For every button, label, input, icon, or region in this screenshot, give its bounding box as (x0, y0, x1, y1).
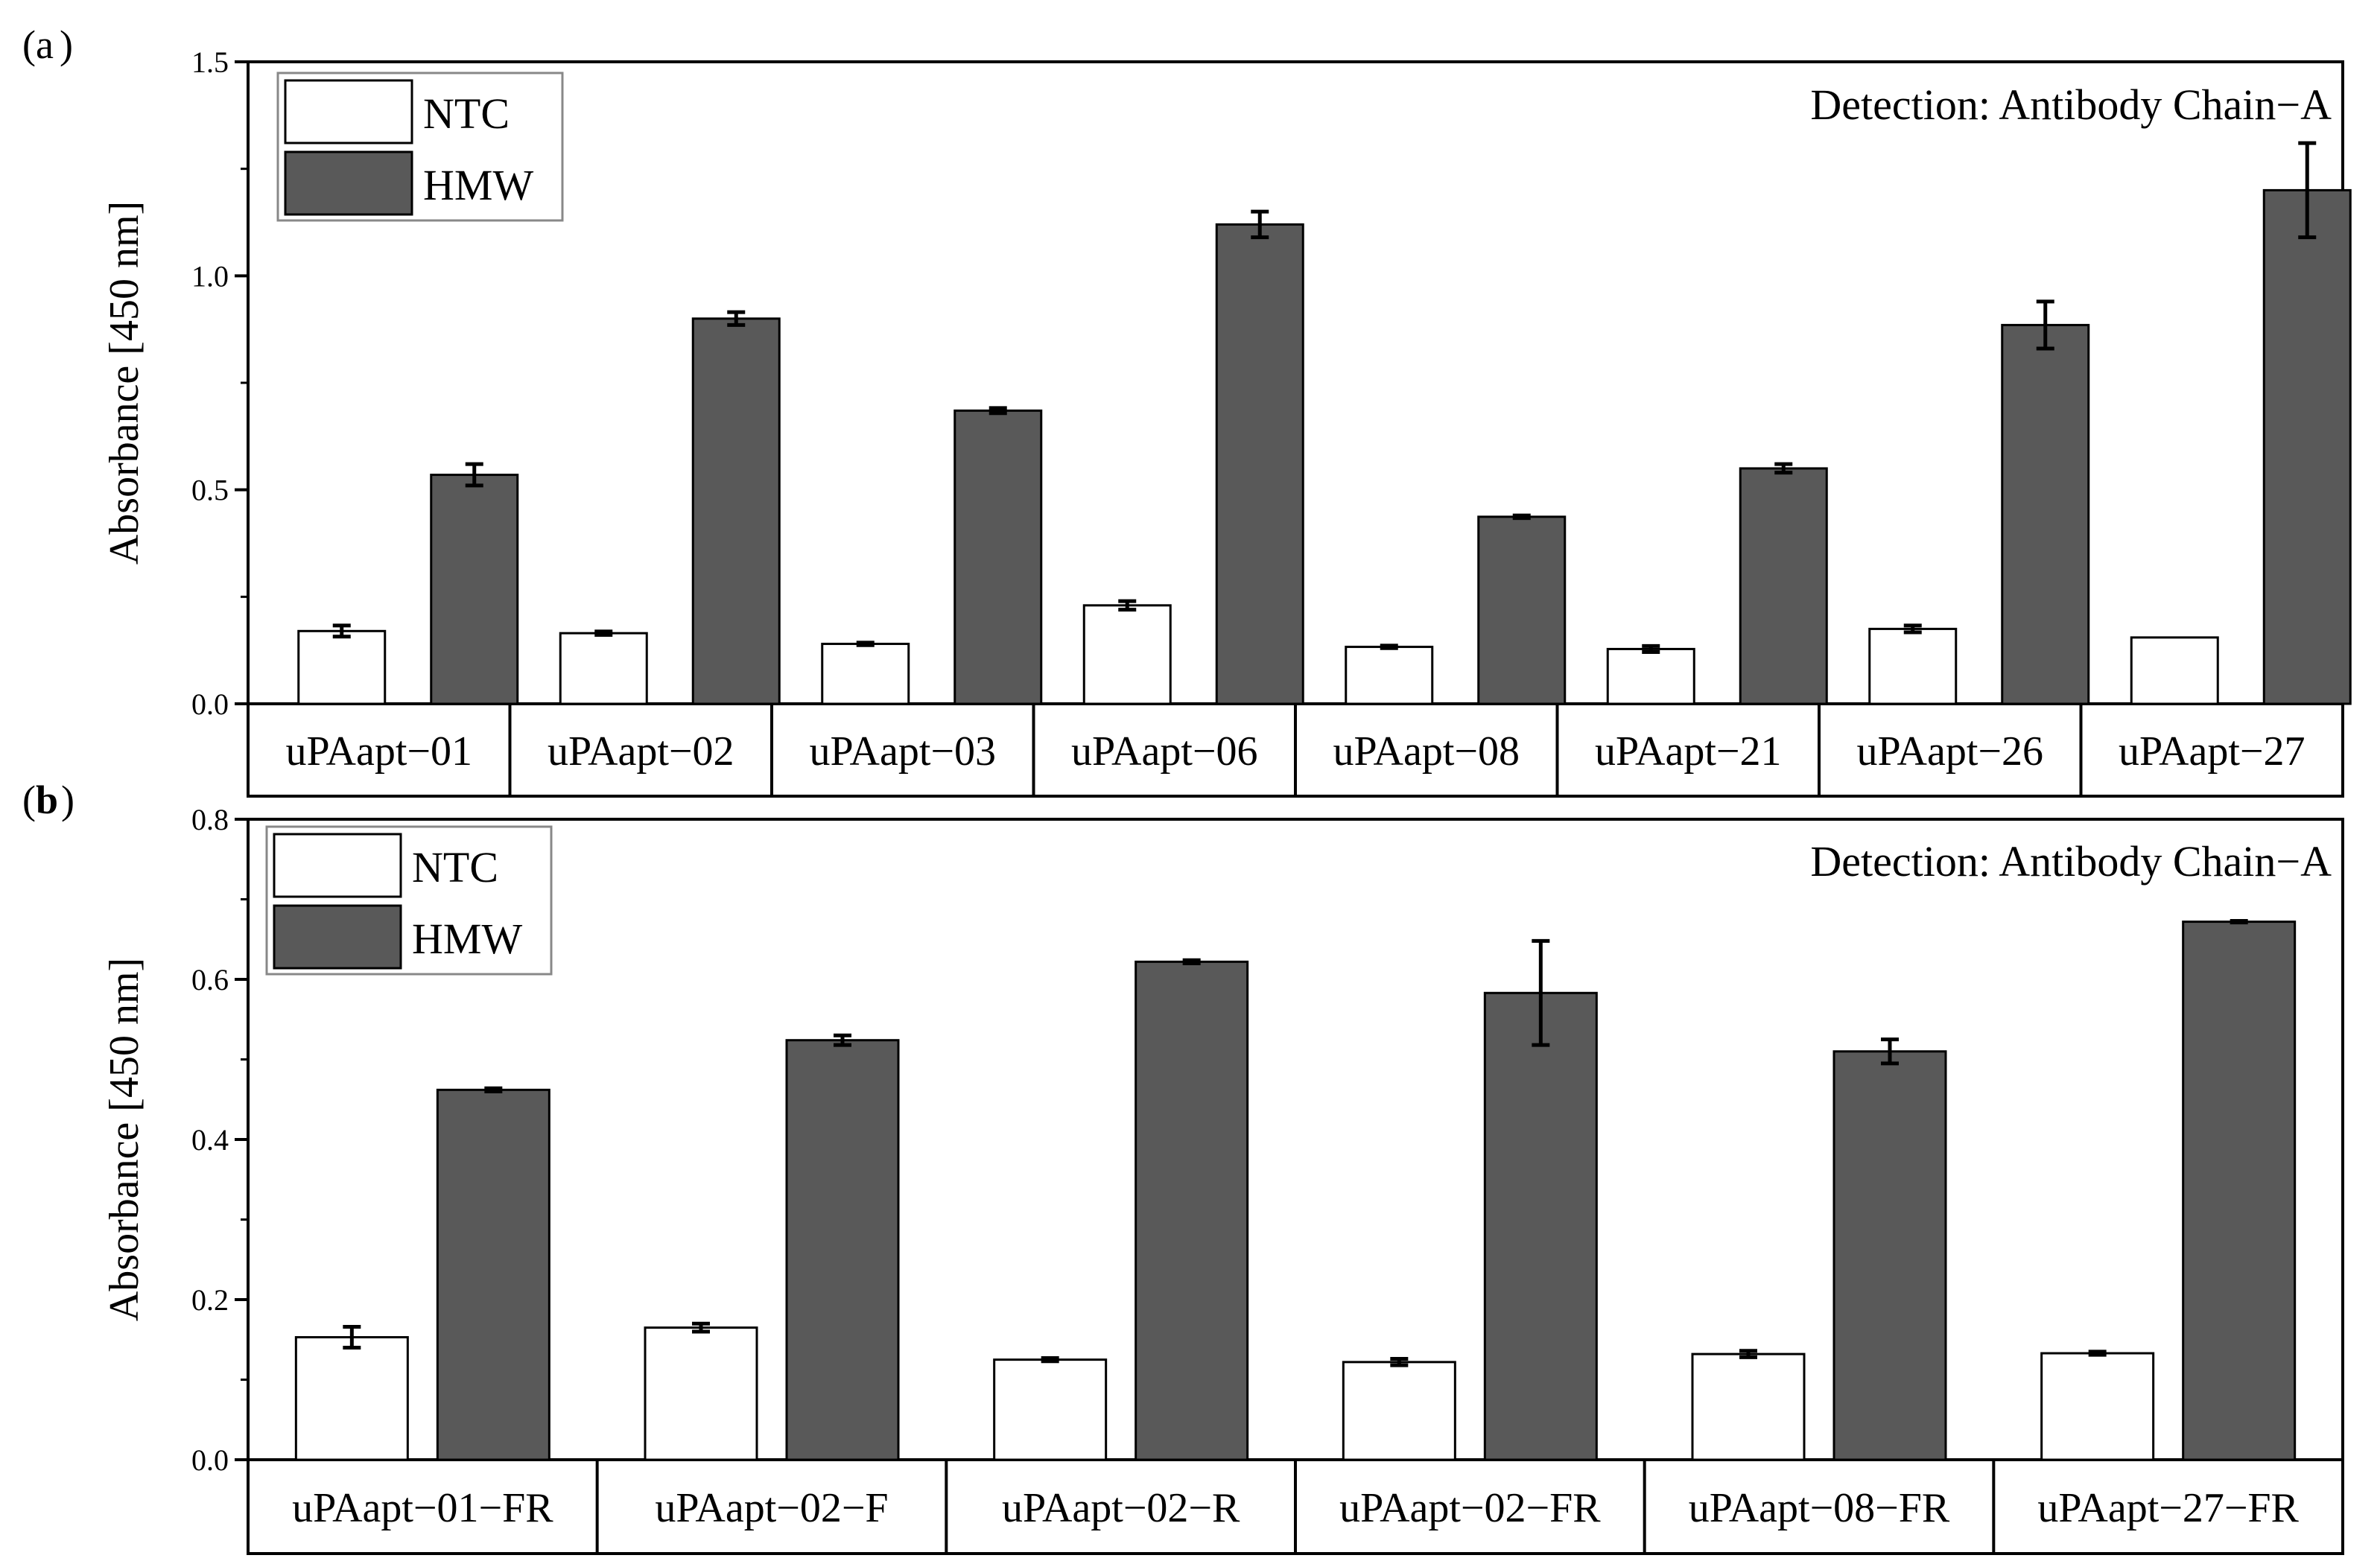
panel-a-bar-ntc (1345, 646, 1434, 705)
panel-a-category-label: uPAapt−08 (1333, 728, 1520, 775)
panel-a: ( a ) 0.00.51.01.5 uPAapt−01 uPAapt−02 uPA… (22, 22, 2352, 798)
panel-a-bar-hmw (1739, 467, 1828, 705)
panel-a-bar-hmw (2262, 188, 2352, 705)
panel-b-y-tick-label: 0.6 (191, 963, 229, 996)
panel-b-bar-hmw (2182, 921, 2297, 1461)
panel-b-y-axis: 0.0 0.2 0.4 0.6 0.8 (191, 803, 248, 1477)
panel-a-bar-hmw (430, 474, 519, 705)
panel-a-bar-ntc (1606, 647, 1695, 705)
panel-b: ( b ) 0.00.20.40.60.8 uPAapt−01−FR uPAapt… (22, 778, 2344, 1555)
panel-b-bar-ntc (1342, 1361, 1456, 1461)
panel-a-category-label: uPAapt−02 (548, 728, 734, 775)
panel-a-y-axis: 0.0 0.5 1.0 1.5 (191, 45, 248, 721)
panel-a-legend-swatch-hmw (284, 150, 413, 216)
panel-b-label-close: ) (61, 778, 74, 822)
panel-a-y-tick-label: 1.5 (191, 45, 229, 79)
panel-a-bar-ntc (559, 632, 648, 705)
panel-a-category-label: uPAapt−01 (286, 728, 472, 775)
panel-b-y-tick-label: 0.8 (191, 803, 229, 836)
panel-a-bar-ntc (2130, 636, 2219, 705)
panel-b-bar-hmw (785, 1039, 900, 1461)
panel-b-bar-ntc (644, 1326, 758, 1461)
panel-a-y-tick-label: 1.0 (191, 259, 229, 293)
panel-b-y-tick-label: 0.0 (191, 1443, 229, 1477)
panel-b-category-label: uPAapt−27−FR (2037, 1485, 2299, 1531)
panel-b-category-label: uPAapt−08−FR (1689, 1485, 1950, 1531)
panel-b-bar-ntc (294, 1336, 409, 1461)
panel-a-bar-hmw (2001, 323, 2090, 705)
panel-a-legend-label-hmw: HMW (423, 161, 533, 209)
panel-b-category-label: uPAapt−01−FR (292, 1485, 553, 1531)
panel-b-label: b (36, 778, 58, 822)
panel-b-y-axis-title: Absorbance [450 nm] (101, 958, 147, 1321)
panel-a-bar-hmw (953, 409, 1043, 705)
panel-b-y-tick-label: 0.4 (191, 1123, 229, 1157)
panel-b-category-label: uPAapt−02−FR (1339, 1485, 1601, 1531)
panel-a-bar-hmw (691, 317, 781, 705)
panel-a-bar-ntc (297, 629, 387, 705)
panel-a-bar-hmw (1477, 515, 1567, 705)
panel-a-y-axis-title: Absorbance [450 nm] (101, 201, 147, 565)
panel-a-legend: NTC HMW (276, 71, 564, 222)
panel-b-legend-label-hmw: HMW (412, 915, 522, 963)
panel-a-legend-swatch-ntc (284, 79, 413, 144)
panel-a-bar-ntc (1082, 604, 1172, 705)
panel-a-category-label: uPAapt−27 (2119, 728, 2305, 775)
panel-b-bar-ntc (2040, 1352, 2155, 1461)
panel-b-label-open: ( (22, 778, 36, 822)
panel-a-label-close: ) (60, 22, 73, 67)
panel-a-bar-ntc (821, 643, 910, 705)
panel-b-bar-ntc (1691, 1352, 1806, 1461)
panel-b-category-label: uPAapt−02−F (655, 1485, 888, 1531)
panel-a-category-label: uPAapt−26 (1857, 728, 2043, 775)
panel-a-bars (297, 141, 2352, 705)
panel-a-category-labels: uPAapt−01 uPAapt−02 uPAapt−03 uPAapt−06 uPAa… (286, 704, 2305, 796)
panel-b-bar-hmw (1832, 1050, 1947, 1461)
panel-b-category-labels: uPAapt−01−FR uPAapt−02−F uPAapt−02−R uPAapt… (292, 1460, 2300, 1554)
panel-b-bars (294, 919, 2297, 1461)
panel-b-bar-ntc (993, 1358, 1108, 1461)
panel-a-y-tick-label: 0.5 (191, 474, 229, 507)
panel-b-legend: NTC HMW (265, 825, 553, 976)
panel-a-label-open: ( (22, 22, 36, 67)
panel-a-bar-ntc (1868, 627, 1958, 705)
panel-b-legend-swatch-hmw (273, 904, 402, 970)
panel-a-label: a (36, 22, 54, 67)
panel-b-plot-frame (247, 818, 2344, 1461)
panel-a-annotation: Detection: Antibody Chain−A (1810, 80, 2332, 129)
panel-b-legend-label-ntc: NTC (412, 843, 498, 891)
panel-a-bar-hmw (1215, 223, 1304, 705)
panel-a-y-tick-label: 0.0 (191, 687, 229, 721)
panel-b-y-tick-label: 0.2 (191, 1283, 229, 1317)
panel-b-bar-hmw (1483, 991, 1598, 1461)
panel-a-category-label: uPAapt−03 (810, 728, 996, 775)
panel-a-legend-label-ntc: NTC (423, 89, 510, 138)
panel-b-category-label: uPAapt−02−R (1002, 1485, 1240, 1531)
panel-b-legend-swatch-ntc (273, 833, 402, 898)
panel-b-annotation: Detection: Antibody Chain−A (1810, 837, 2332, 886)
panel-a-category-label: uPAapt−21 (1595, 728, 1781, 775)
panel-b-bar-hmw (1135, 960, 1249, 1461)
panel-b-bar-hmw (436, 1088, 550, 1461)
panel-a-category-label: uPAapt−06 (1071, 728, 1257, 775)
